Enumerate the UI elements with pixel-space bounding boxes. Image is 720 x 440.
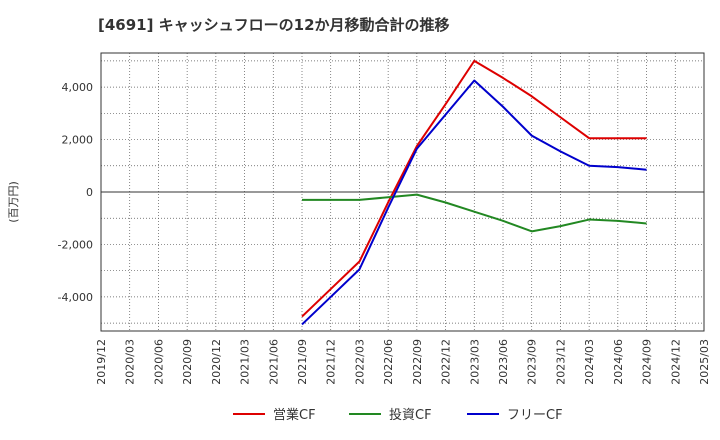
x-tick-labels: 2019/12 2020/03 2020/06 2020/09 2020/12 2021/… — [95, 339, 711, 385]
y-tick-label: -2,000 — [58, 238, 93, 251]
x-tick-label: 2020/03 — [124, 339, 137, 385]
x-tick-label: 2022/12 — [440, 339, 453, 385]
legend: 営業CF 投資CF フリーCF — [233, 407, 563, 423]
x-tick-label: 2024/09 — [641, 339, 654, 385]
x-tick-label: 2023/03 — [468, 339, 481, 385]
x-tick-label: 2020/06 — [152, 339, 165, 385]
x-tick-label: 2021/06 — [267, 339, 280, 385]
x-tick-label: 2021/09 — [296, 339, 309, 385]
legend-label: 営業CF — [273, 407, 316, 423]
x-tick-label: 2024/06 — [612, 339, 625, 385]
y-tick-label: 4,000 — [62, 81, 94, 94]
x-tick-label: 2022/09 — [411, 339, 424, 385]
x-tick-label: 2021/03 — [239, 339, 252, 385]
series-line — [301, 59, 647, 318]
x-tick-label: 2025/03 — [698, 339, 711, 385]
x-tick-label: 2023/06 — [497, 339, 510, 385]
legend-label: フリーCF — [507, 408, 563, 423]
y-tick-label: 2,000 — [62, 134, 94, 147]
x-tick-label: 2019/12 — [95, 339, 108, 385]
x-tick-label: 2022/03 — [353, 339, 366, 385]
x-tick-label: 2020/12 — [210, 339, 223, 385]
series-line — [301, 79, 647, 326]
x-tick-label: 2022/06 — [382, 339, 395, 385]
x-tick-label: 2024/03 — [583, 339, 596, 385]
x-tick-label: 2024/12 — [669, 339, 682, 385]
y-axis-label: (百万円) — [7, 181, 20, 223]
series-line — [302, 193, 647, 233]
chart-title: [4691] キャッシュフローの12か月移動合計の推移 — [98, 16, 450, 34]
y-tick-labels: 4,000 2,000 0 -2,000 -4,000 — [58, 81, 93, 304]
y-tick-label: -4,000 — [58, 291, 93, 304]
x-tick-label: 2021/12 — [325, 339, 338, 385]
y-tick-label: 0 — [86, 186, 93, 199]
series-lines — [301, 59, 647, 326]
x-tick-label: 2023/12 — [554, 339, 567, 385]
legend-label: 投資CF — [389, 407, 432, 423]
x-tick-label: 2023/09 — [526, 339, 539, 385]
x-tick-label: 2020/09 — [181, 339, 194, 385]
axes — [100, 52, 705, 332]
